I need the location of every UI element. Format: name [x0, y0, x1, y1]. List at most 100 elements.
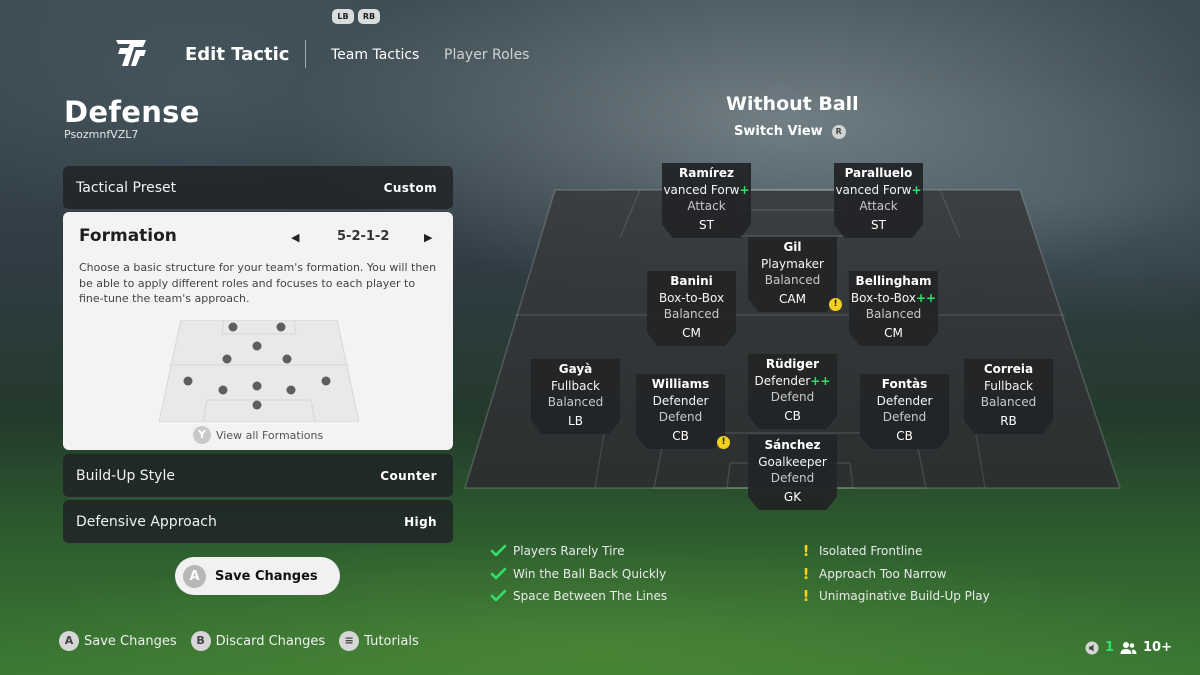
player-name: Fontàs — [881, 377, 928, 391]
player-role: Fullback — [983, 379, 1034, 393]
player-position: GK — [783, 490, 802, 504]
a-button-icon: A — [59, 631, 79, 651]
party-count: 10+ — [1143, 640, 1172, 655]
player-name: Paralluelo — [844, 166, 913, 180]
player-card-st-right[interactable]: Paralluelo vanced Forw+ Attack ST — [834, 163, 923, 238]
weakness-item: ! Unimaginative Build-Up Play — [800, 585, 990, 608]
player-position: CB — [672, 429, 689, 443]
a-button-icon: A — [183, 564, 206, 588]
formation-label: Formation — [79, 226, 177, 246]
build-up-style-value: Counter — [380, 469, 437, 483]
exclamation-icon: ! — [802, 542, 810, 561]
lb-bumper-icon[interactable]: LB — [332, 9, 354, 24]
menu-button-icon: ≡ — [339, 631, 360, 651]
pitch-view-title: Without Ball — [726, 93, 859, 115]
player-focus: Balanced — [865, 307, 922, 321]
formation-next-arrow-icon[interactable]: ▶ — [424, 231, 433, 244]
build-up-style-label: Build-Up Style — [76, 468, 175, 484]
tactic-code: PsozmnfVZL7 — [64, 128, 139, 141]
speaker-icon — [1085, 641, 1099, 654]
player-name: Sánchez — [764, 438, 821, 452]
save-changes-button[interactable]: A Save Changes — [175, 557, 340, 595]
player-card-cm-left[interactable]: Banini Box-to-Box Balanced CM — [647, 271, 736, 346]
save-changes-label: Save Changes — [215, 568, 318, 584]
footer-save-changes[interactable]: A Save Changes — [59, 631, 177, 651]
player-role: Defender++ — [754, 374, 831, 388]
tab-team-tactics[interactable]: Team Tactics — [331, 47, 420, 63]
player-position: CAM — [779, 292, 806, 306]
player-card-cm-right[interactable]: Bellingham Box-to-Box++ Balanced CM — [849, 271, 938, 346]
formation-card[interactable]: Formation ◀ 5-2-1-2 ▶ Choose a basic str… — [63, 212, 453, 450]
player-name: Williams — [651, 377, 710, 391]
rb-bumper-icon[interactable]: RB — [358, 9, 380, 24]
player-name: Rüdiger — [765, 357, 820, 371]
warning-icon: ! — [717, 436, 730, 449]
formation-prev-arrow-icon[interactable]: ◀ — [291, 231, 300, 244]
player-position: LB — [568, 414, 583, 428]
tab-player-roles[interactable]: Player Roles — [444, 47, 530, 63]
player-role: vanced Forw+ — [835, 183, 922, 197]
player-role: Goalkeeper — [758, 455, 827, 469]
warning-icon: ! — [829, 298, 842, 311]
strength-item: Win the Ball Back Quickly — [490, 563, 667, 586]
player-name: Ramírez — [679, 166, 734, 180]
player-card-lb[interactable]: Gayà Fullback Balanced LB — [531, 359, 620, 434]
weakness-item: ! Approach Too Narrow — [800, 563, 990, 586]
player-role: Defender — [876, 394, 933, 408]
player-position: CB — [784, 409, 801, 423]
player-card-cb-center[interactable]: Rüdiger Defender++ Defend CB — [748, 354, 837, 429]
footer-controls: A Save Changes B Discard Changes ≡ Tutor… — [59, 631, 433, 651]
player-focus: Attack — [687, 199, 726, 213]
party-icon — [1120, 641, 1137, 654]
player-role: Box-to-Box++ — [850, 291, 937, 305]
player-card-gk[interactable]: Sánchez Goalkeeper Defend GK — [748, 435, 837, 510]
player-name: Correia — [983, 362, 1034, 376]
player-position: CB — [896, 429, 913, 443]
player-name: Gayà — [558, 362, 593, 376]
tactical-preset-value: Custom — [383, 181, 437, 195]
strengths-list: Players Rarely Tire Win the Ball Back Qu… — [490, 540, 667, 608]
formation-value: 5-2-1-2 — [337, 229, 390, 244]
view-all-formations-label: View all Formations — [216, 428, 324, 442]
build-up-style-row[interactable]: Build-Up Style Counter — [63, 454, 453, 498]
player-focus: Defend — [770, 471, 815, 485]
check-icon — [490, 567, 507, 580]
player-position: CM — [884, 326, 903, 340]
defensive-approach-label: Defensive Approach — [76, 514, 217, 530]
player-card-cb-right[interactable]: Fontàs Defender Defend CB — [860, 374, 949, 449]
player-focus: Defend — [658, 410, 703, 424]
player-focus: Defend — [882, 410, 927, 424]
voice-count: 1 — [1104, 640, 1115, 655]
player-card-rb[interactable]: Correia Fullback Balanced RB — [964, 359, 1053, 434]
check-icon — [490, 589, 507, 602]
player-focus: Defend — [770, 390, 815, 404]
tactical-preset-row[interactable]: Tactical Preset Custom — [63, 166, 453, 210]
view-all-formations-link[interactable]: Y View all Formations — [193, 426, 323, 444]
player-role: Fullback — [550, 379, 601, 393]
player-role: Defender — [652, 394, 709, 408]
y-button-icon: Y — [193, 426, 211, 444]
player-focus: Balanced — [663, 307, 720, 321]
player-focus: Balanced — [764, 273, 821, 287]
player-role: Playmaker — [761, 257, 824, 271]
switch-view-button[interactable]: Switch View R — [734, 124, 846, 139]
player-card-st-left[interactable]: Ramírez vanced Forw+ Attack ST — [662, 163, 751, 238]
player-card-cam[interactable]: Gil Playmaker Balanced CAM — [748, 237, 837, 312]
defensive-approach-value: High — [404, 515, 437, 529]
footer-discard-changes[interactable]: B Discard Changes — [190, 631, 325, 651]
tactical-preset-label: Tactical Preset — [76, 180, 177, 196]
defensive-approach-row[interactable]: Defensive Approach High — [63, 500, 453, 544]
player-position: RB — [1000, 414, 1017, 428]
player-focus: Attack — [859, 199, 898, 213]
footer-tutorials[interactable]: ≡ Tutorials — [339, 631, 419, 651]
weakness-item: ! Isolated Frontline — [800, 540, 990, 563]
exclamation-icon: ! — [802, 587, 810, 606]
header-divider — [305, 40, 306, 68]
r-stick-icon: R — [831, 124, 846, 139]
player-focus: Balanced — [547, 395, 604, 409]
player-card-cb-left[interactable]: Williams Defender Defend CB — [636, 374, 725, 449]
player-position: ST — [871, 218, 886, 232]
formation-preview-diagram — [159, 320, 359, 422]
strength-item: Players Rarely Tire — [490, 540, 667, 563]
page-header-title: Edit Tactic — [185, 44, 290, 65]
